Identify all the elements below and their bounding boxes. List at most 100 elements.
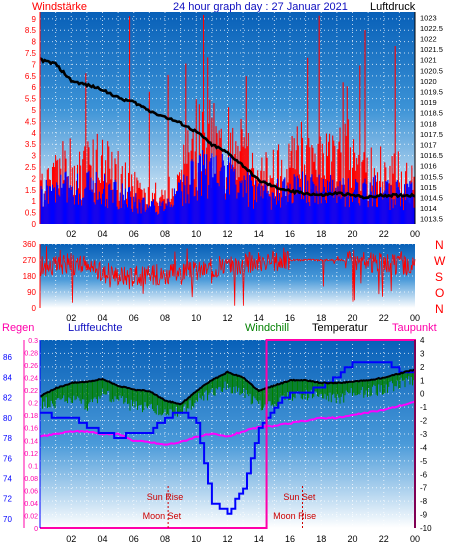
wind-direction-line [39,246,416,306]
rain-tick-label: 0.3 [28,338,38,345]
temperature-tick-label: -1 [420,403,428,412]
wind-tick-label: 3 [32,152,37,161]
wind-x-tick-label: 14 [254,229,264,239]
humidity-tick-label: 86 [3,353,12,362]
wind-tick-label: 2 [32,174,37,183]
temperature-tick-label: -10 [420,524,432,533]
direction-x-axis-ticks: 02 04 06 08 10 12 14 16 18 20 22 00 [66,313,420,323]
rain-tick-label: 0.2 [28,401,38,408]
wind-x-tick-label: 22 [379,229,389,239]
rain-tick-label: 0.08 [24,476,38,483]
wind-x-tick-label: 08 [160,229,170,239]
humidity-tick-label: 74 [3,474,12,483]
rain-axis-ticks: 0 0.02 0.04 0.06 0.08 0.1 0.12 0.14 0.16 0.18 0.2 0… [24,338,38,533]
climate-x-tick-label: 06 [129,534,139,544]
wind-x-tick-label: 16 [285,229,295,239]
wind-tick-label: 9 [32,15,37,24]
pressure-tick-label: 1016 [420,162,437,171]
rain-tick-label: 0.18 [24,413,38,420]
pressure-tick-label: 1019 [420,98,437,107]
wind-x-tick-label: 12 [222,229,232,239]
gust-bars [39,150,415,224]
temperature-tick-label: -4 [420,443,428,452]
humidity-tick-label: 76 [3,454,12,463]
pressure-tick-label: 1020 [420,77,437,86]
wind-x-tick-label: 18 [316,229,326,239]
moon-set-label: Moon Set [143,511,182,521]
wind-tick-label: 0.5 [25,209,37,218]
temperature-tick-label: 2 [420,363,425,372]
temperature-tick-label: -2 [420,417,428,426]
direction-tick-label: 180 [23,272,37,281]
wind-tick-label: 7 [32,60,37,69]
wind-tick-label: 7.5 [25,49,37,58]
temperature-legend: Temperatur [312,322,368,334]
wind-tick-label: 6 [32,83,37,92]
temperature-tick-label: -9 [420,511,428,520]
climate-x-tick-label: 12 [222,534,232,544]
wind-tick-label: 1 [32,197,37,206]
rain-tick-label: 0.24 [24,376,38,383]
temperature-tick-label: 3 [420,349,425,358]
windchill-legend: Windchill [245,322,289,334]
pressure-tick-label: 1019.5 [420,88,443,97]
direction-tick-label: 90 [27,288,36,297]
pressure-tick-label: 1021.5 [420,45,443,54]
wind-tick-label: 5.5 [25,95,37,104]
direction-x-tick-label: 16 [285,313,295,323]
temperature-tick-label: -5 [420,457,428,466]
wind-tick-label: 3.5 [25,140,37,149]
humidity-tick-label: 80 [3,414,12,423]
temperature-tick-label: -3 [420,430,428,439]
wind-x-tick-label: 04 [97,229,107,239]
wind-axis-title: Windstärke [32,1,87,13]
direction-label-o: O [435,286,444,300]
climate-x-tick-label: 18 [316,534,326,544]
rain-tick-label: 0.14 [24,438,38,445]
rain-tick-label: 0.22 [24,388,38,395]
pressure-tick-label: 1018 [420,119,437,128]
humidity-tick-label: 78 [3,434,12,443]
temperature-line [39,368,416,406]
rain-tick-label: 0.04 [24,501,38,508]
wind-tick-label: 2.5 [25,163,37,172]
pressure-tick-label: 1022.5 [420,24,443,33]
rain-tick-label: 0.1 [28,463,38,470]
climate-x-tick-label: 10 [191,534,201,544]
pressure-tick-label: 1015 [420,183,437,192]
pressure-tick-label: 1018.5 [420,109,443,118]
rain-tick-label: 0.02 [24,513,38,520]
rain-tick-label: 0.06 [24,488,38,495]
climate-x-tick-label: 20 [347,534,357,544]
direction-label-n-bottom: N [435,302,444,316]
pressure-tick-label: 1014.5 [420,194,443,203]
temperature-tick-label: -8 [420,497,428,506]
direction-x-tick-label: 02 [66,313,76,323]
climate-x-tick-label: 14 [254,534,264,544]
direction-x-tick-label: 18 [316,313,326,323]
sun-rise-label: Sun Rise [147,492,184,502]
sun-set-label: Sun Set [283,492,316,502]
temperature-tick-label: -7 [420,484,428,493]
direction-x-tick-label: 22 [379,313,389,323]
wind-tick-label: 4.5 [25,117,37,126]
wind-x-tick-label: 20 [347,229,357,239]
direction-x-tick-label: 00 [410,313,420,323]
direction-x-tick-label: 04 [97,313,107,323]
moon-rise-label: Moon Rise [273,511,316,521]
pressure-tick-label: 1021 [420,56,437,65]
wind-x-tick-label: 06 [129,229,139,239]
wind-tick-label: 6.5 [25,72,37,81]
direction-x-tick-label: 20 [347,313,357,323]
rain-tick-label: 0.28 [24,351,38,358]
pressure-axis-ticks: 1013.510141014.510151015.510161016.51017… [420,13,443,223]
humidity-tick-label: 72 [3,495,12,504]
climate-x-axis-ticks: 02 04 06 08 10 12 14 16 18 20 22 00 [66,534,420,544]
pressure-tick-label: 1020.5 [420,66,443,75]
rain-tick-label: 0 [34,526,38,533]
wind-x-axis-ticks: 02 04 06 08 10 12 14 16 18 20 22 00 [66,229,420,239]
temperature-tick-label: -6 [420,470,428,479]
wind-tick-label: 5 [32,106,37,115]
